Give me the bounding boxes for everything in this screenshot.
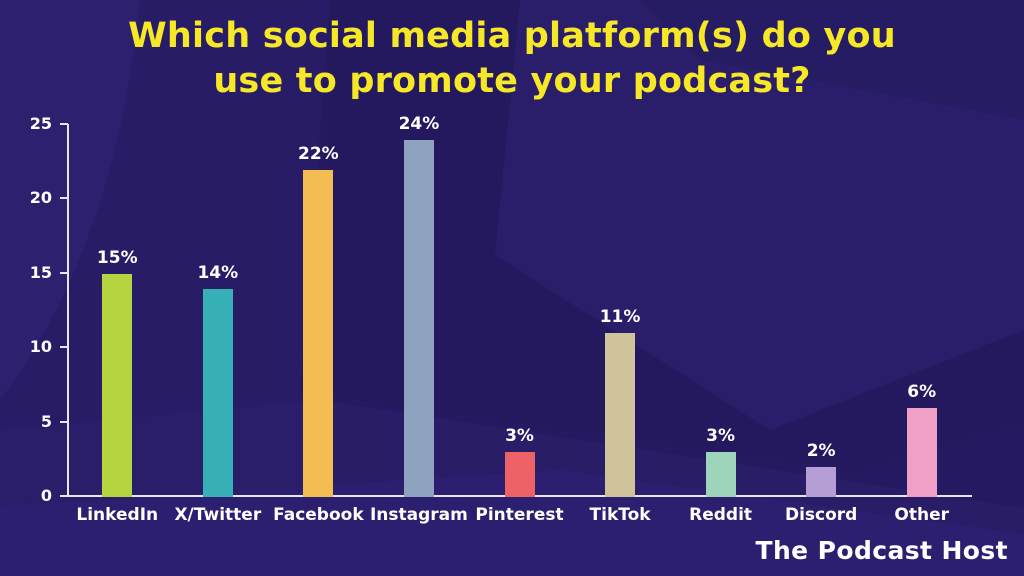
y-tick-mark: [60, 197, 68, 200]
bar-tiktok[interactable]: [605, 333, 636, 497]
bar-value-label: 3%: [505, 426, 534, 447]
y-tick-label: 25: [29, 114, 52, 133]
y-tick-mark: [60, 346, 68, 349]
y-tick-mark: [60, 271, 68, 274]
bar-x-twitter[interactable]: [202, 288, 233, 497]
bar-group[interactable]: 14%: [169, 77, 266, 497]
title-line-1: Which social media platform(s) do you: [128, 16, 896, 56]
y-tick-label: 5: [40, 411, 52, 431]
bar-value-label: 6%: [907, 381, 937, 402]
y-axis-line: [67, 124, 69, 497]
bar-group[interactable]: 6%: [873, 77, 970, 497]
bar-value-label: 15%: [96, 247, 138, 268]
title-line-2: use to promote your podcast?: [213, 61, 811, 101]
bar-facebook[interactable]: [303, 169, 334, 497]
y-tick-mark: [60, 420, 68, 423]
y-tick-mark: [60, 495, 68, 497]
bar-group[interactable]: 2%: [773, 77, 870, 497]
bar-value-label: 3%: [706, 426, 736, 447]
category-label-instagram: Instagram: [369, 505, 468, 525]
bar-linkedin[interactable]: [102, 273, 133, 497]
bar-value-label: 11%: [599, 307, 641, 328]
bar-instagram[interactable]: [403, 139, 434, 497]
bar-other[interactable]: [906, 407, 937, 497]
bar-group[interactable]: 3%: [672, 77, 769, 497]
bar-group[interactable]: 24%: [370, 77, 467, 497]
page-title: Which social media platform(s) do you us…: [0, 14, 1024, 104]
category-label-x-twitter: X/Twitter: [174, 505, 262, 525]
category-label-linkedin: LinkedIn: [76, 505, 159, 525]
category-label-other: Other: [894, 505, 950, 525]
bar-value-label: 2%: [806, 441, 836, 462]
category-label-tiktok: TikTok: [589, 505, 651, 525]
bar-reddit[interactable]: [705, 452, 736, 497]
y-tick-label: 10: [29, 337, 52, 357]
y-tick-mark: [60, 123, 68, 125]
bar-value-label: 14%: [197, 262, 239, 283]
bar-value-label: 22%: [298, 143, 339, 164]
category-label-pinterest: Pinterest: [475, 505, 564, 525]
bar-group[interactable]: 11%: [572, 77, 669, 497]
category-label-discord: Discord: [784, 505, 858, 525]
brand-logo-text: The Podcast Host: [755, 536, 1008, 565]
bar-pinterest[interactable]: [504, 452, 535, 497]
bar-value-label: 24%: [398, 113, 440, 134]
category-label-facebook: Facebook: [273, 505, 364, 525]
y-tick-label: 0: [40, 486, 52, 505]
y-tick-label: 20: [29, 188, 52, 208]
bar-group[interactable]: 15%: [69, 77, 166, 497]
category-label-reddit: Reddit: [689, 505, 753, 525]
y-tick-label: 15: [29, 262, 52, 282]
bar-group[interactable]: 22%: [270, 77, 367, 497]
bar-discord[interactable]: [806, 467, 837, 497]
bar-group[interactable]: 3%: [471, 77, 568, 497]
